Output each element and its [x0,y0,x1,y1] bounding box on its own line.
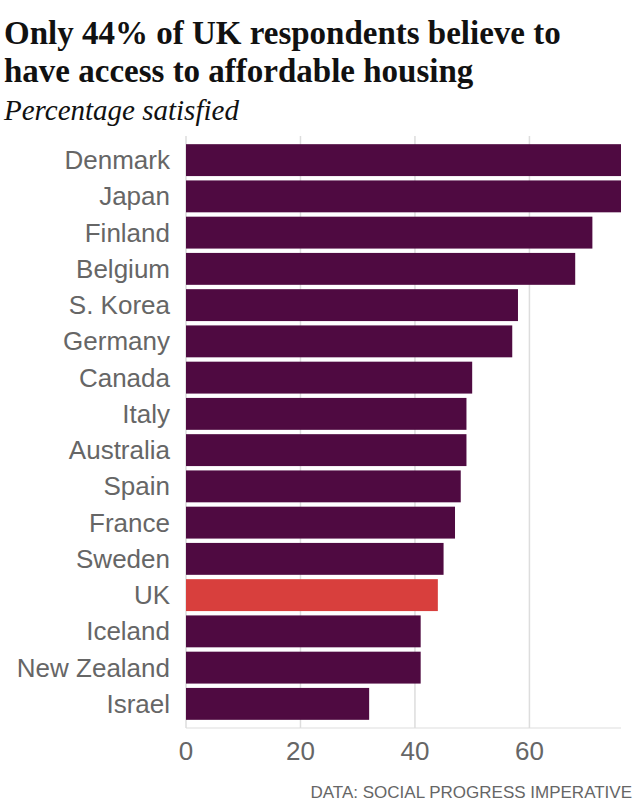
category-label: Denmark [65,145,171,175]
axis-line [186,728,621,729]
bars [186,144,621,720]
category-label: Japan [99,181,170,211]
bar [186,579,438,611]
bar [186,144,621,176]
bar [186,652,421,684]
category-label: Israel [106,689,170,719]
bar [186,289,518,321]
bar [186,470,461,502]
tick-label: 20 [286,736,315,766]
bar [186,253,575,285]
bar [186,615,421,647]
category-label: Canada [79,363,171,393]
category-label: Italy [122,399,170,429]
source: DATA: SOCIAL PROGRESS IMPERATIVE [311,783,633,802]
bar [186,507,455,539]
tick-label: 40 [400,736,429,766]
bar [186,688,369,720]
category-label: Belgium [76,254,170,284]
title: Only 44% of UK respondents believe tohav… [4,15,561,89]
bar [186,362,472,394]
category-label: Germany [63,326,170,356]
category-label: S. Korea [69,290,171,320]
category-label: UK [134,580,171,610]
category-label: Australia [69,435,171,465]
category-label: New Zealand [17,653,170,683]
tick-label: 0 [179,736,193,766]
title-line: have access to affordable housing [4,53,474,89]
category-label: Sweden [76,544,170,574]
category-label: Spain [104,471,171,501]
bar [186,180,621,212]
bar [186,434,466,466]
bar [186,325,512,357]
chart: Only 44% of UK respondents believe tohav… [0,0,640,806]
bar [186,398,466,430]
subtitle: Percentage satisfied [3,94,239,126]
bar [186,217,592,249]
category-label: France [89,508,170,538]
category-label: Iceland [86,616,170,646]
bar [186,543,444,575]
title-line: Only 44% of UK respondents believe to [4,15,561,51]
category-label: Finland [85,218,170,248]
tick-label: 60 [515,736,544,766]
